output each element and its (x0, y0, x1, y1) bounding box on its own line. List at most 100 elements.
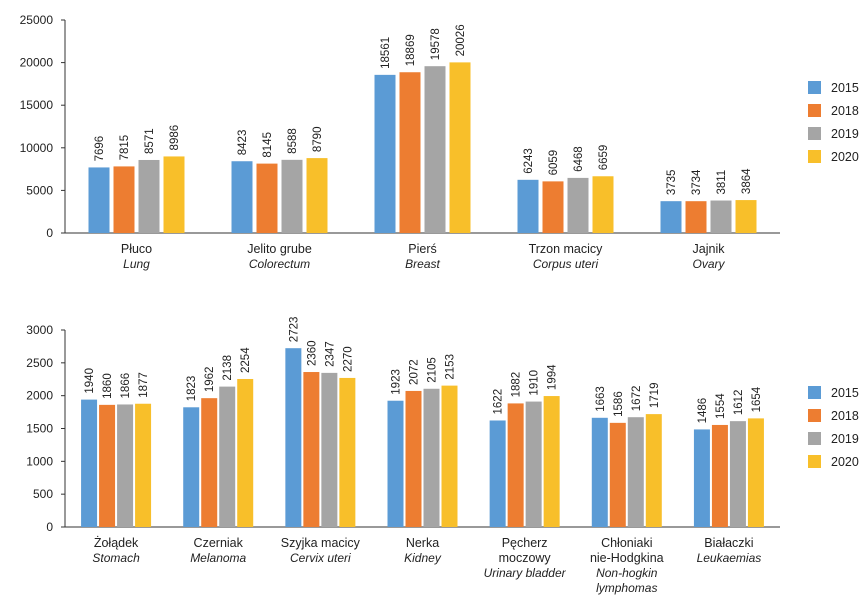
data-label: 18561 (380, 37, 392, 69)
bar-2019 (321, 372, 338, 527)
legend-label: 2015 (831, 81, 859, 95)
bar-2019 (729, 421, 746, 527)
bar-2015 (231, 161, 253, 233)
legend-swatch (808, 127, 821, 140)
bar-2019 (138, 159, 160, 233)
category-label-en: Breast (405, 257, 440, 271)
legend-label: 2019 (831, 432, 859, 446)
category-label: Jajnik (693, 242, 726, 256)
category-label-en: Urinary bladder (484, 566, 567, 580)
legend-label: 2015 (831, 386, 859, 400)
data-label: 1882 (511, 372, 523, 398)
data-label: 1586 (613, 391, 625, 417)
category-label: Trzon macicy (529, 242, 604, 256)
y-tick-label: 3000 (26, 323, 53, 337)
y-tick-label: 0 (46, 226, 53, 240)
bar-2018 (113, 166, 135, 233)
data-label: 3864 (741, 168, 753, 194)
bar-2020 (592, 176, 614, 233)
data-label: 8588 (287, 128, 299, 154)
data-label: 1910 (529, 370, 541, 396)
category-label-en: Non-hogkin (596, 566, 658, 580)
legend-swatch (808, 455, 821, 468)
bar-2020 (645, 414, 662, 527)
bar-2018 (405, 390, 422, 527)
legend-swatch (808, 409, 821, 422)
category-label: Białaczki (704, 536, 753, 550)
category-label-en: Kidney (404, 551, 442, 565)
category-label: Płuco (121, 242, 152, 256)
category-label: moczowy (499, 551, 552, 565)
y-tick-label: 15000 (20, 98, 54, 112)
bar-2019 (567, 177, 589, 233)
data-label: 2138 (222, 355, 234, 381)
bar-2015 (183, 407, 200, 527)
category-label: Czerniak (194, 536, 244, 550)
legend: 2015 2018 2019 2020 (808, 386, 859, 469)
data-label: 7815 (119, 135, 131, 161)
data-label: 2105 (427, 357, 439, 383)
data-label: 2270 (342, 346, 354, 372)
y-tick-label: 1500 (26, 422, 53, 436)
legend-swatch (808, 150, 821, 163)
data-label: 8571 (144, 128, 156, 154)
y-tick-label: 2500 (26, 356, 53, 370)
bar-2020 (441, 385, 458, 527)
category-label-en: Stomach (92, 551, 140, 565)
data-label: 8986 (169, 125, 181, 151)
data-label: 1866 (120, 373, 132, 399)
category-label: Pierś (408, 242, 436, 256)
bar-2019 (117, 404, 134, 527)
data-label: 1654 (751, 386, 763, 412)
data-label: 1486 (697, 398, 709, 424)
data-label: 3735 (666, 170, 678, 196)
bar-2018 (99, 404, 116, 527)
data-label: 2360 (306, 340, 318, 366)
data-label: 1672 (631, 386, 643, 412)
bar-2018 (507, 403, 524, 527)
category-label-en: Cervix uteri (290, 551, 351, 565)
chart-1: 0 5000 10000 15000 20000 25000 7696 7815 8571 898… (20, 13, 859, 271)
bar-2020 (449, 62, 471, 233)
data-label: 20026 (455, 24, 467, 56)
category-label-en: Lung (123, 257, 150, 271)
bar-2020 (747, 418, 764, 527)
category-label-en: Corpus uteri (533, 257, 599, 271)
category-label: Nerka (406, 536, 439, 550)
category-label: Jelito grube (247, 242, 312, 256)
bar-2019 (423, 388, 440, 527)
category-label: Żołądek (94, 536, 139, 550)
category-label-en: Ovary (692, 257, 725, 271)
bar-2019 (424, 66, 446, 234)
bar-2019 (281, 159, 303, 233)
bar-2020 (237, 378, 254, 527)
y-tick-label: 20000 (20, 56, 54, 70)
category-label-en: Melanoma (190, 551, 246, 565)
data-label: 1994 (547, 364, 559, 390)
bar-2015 (693, 429, 710, 527)
legend-label: 2018 (831, 104, 859, 118)
legend-swatch (808, 386, 821, 399)
category-label: Szyjka macicy (281, 536, 361, 550)
bar-2018 (303, 372, 320, 527)
data-label: 1663 (595, 386, 607, 412)
data-label: 8790 (312, 127, 324, 153)
bar-2015 (660, 201, 682, 233)
bar-2018 (711, 424, 728, 527)
legend-swatch (808, 81, 821, 94)
y-tick-label: 5000 (26, 183, 53, 197)
data-label: 1612 (733, 390, 745, 416)
bar-2015 (517, 179, 539, 233)
data-label: 6659 (598, 145, 610, 171)
bar-2020 (135, 403, 152, 527)
y-tick-label: 10000 (20, 141, 54, 155)
data-label: 8423 (237, 130, 249, 156)
data-label: 2153 (445, 354, 457, 380)
bar-2015 (285, 348, 302, 527)
legend-swatch (808, 432, 821, 445)
legend-label: 2018 (831, 409, 859, 423)
bar-2019 (627, 417, 644, 527)
bar-2018 (256, 163, 278, 233)
data-label: 6059 (548, 150, 560, 176)
bar-2020 (163, 156, 185, 233)
